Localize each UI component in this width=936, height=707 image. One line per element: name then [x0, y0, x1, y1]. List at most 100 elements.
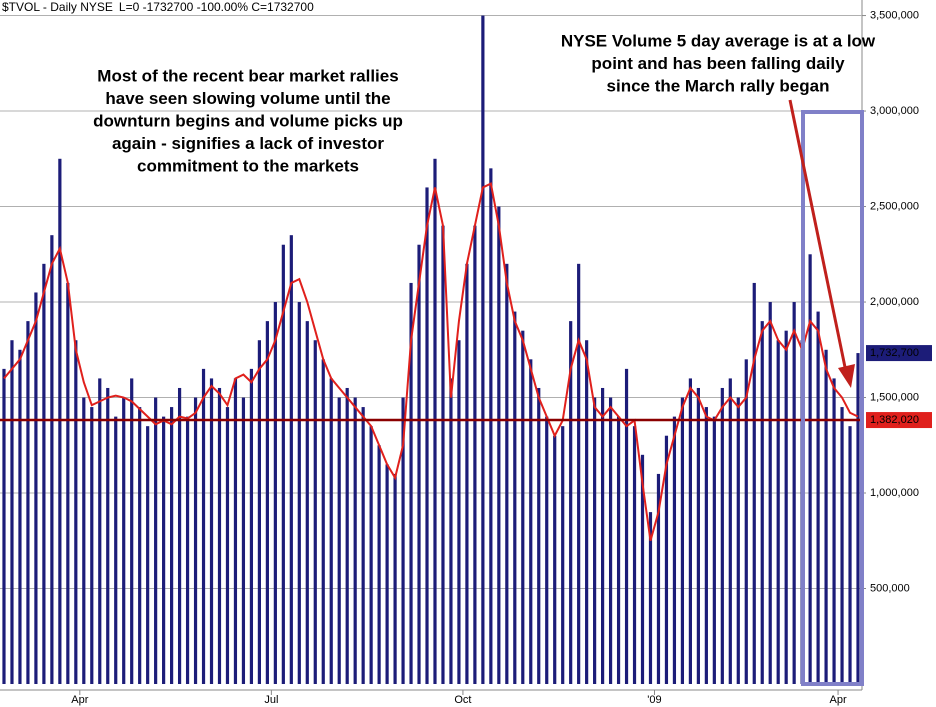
volume-bar [18, 349, 22, 684]
volume-bar [401, 397, 405, 684]
volume-bar [760, 321, 764, 684]
volume-bar [425, 187, 429, 684]
volume-bar [473, 225, 477, 685]
y-tick-label: 1,000,000 [870, 487, 919, 499]
annotation: downturn begins and volume picks up [93, 111, 403, 130]
y-tick-label: 2,000,000 [870, 296, 919, 308]
annotation: Most of the recent bear market rallies [97, 66, 398, 85]
last-value-tag [866, 345, 932, 362]
volume-bar [640, 454, 645, 684]
volume-bar [361, 407, 365, 684]
volume-bar [353, 397, 357, 684]
x-tick-label: Jul [264, 694, 278, 706]
volume-bar [201, 368, 206, 684]
volume-bar [608, 397, 613, 684]
volume-bar [744, 359, 748, 684]
volume-bar [481, 15, 485, 684]
volume-bar [2, 368, 6, 684]
y-tick-label: 2,500,000 [870, 200, 919, 212]
y-tick-label: 3,500,000 [870, 9, 919, 21]
x-tick-label: Oct [454, 694, 471, 706]
volume-bar [680, 397, 685, 684]
volume-bar [74, 340, 78, 684]
volume-bar [305, 321, 309, 684]
y-tick-label: 3,000,000 [870, 105, 919, 117]
volume-bar [832, 378, 836, 684]
arrow-shaft [788, 99, 848, 373]
annotation: NYSE Volume 5 day average is at a low [561, 31, 876, 50]
volume-bar [577, 263, 581, 684]
header-symbol: $TVOL - Daily NYSE [2, 0, 113, 14]
volume-bar [553, 435, 557, 684]
volume-bar [106, 387, 110, 684]
volume-bar [521, 330, 525, 684]
volume-bar [185, 416, 190, 684]
volume-bar [98, 378, 102, 684]
volume-bar [193, 397, 198, 684]
volume-bar [257, 340, 261, 684]
volume-bar [696, 387, 700, 684]
volume-bar [154, 397, 158, 684]
volume-bar [50, 235, 54, 684]
volume-bar [449, 378, 453, 684]
volume-bar [624, 368, 629, 684]
volume-bar [289, 235, 293, 684]
volume-bar [313, 340, 317, 684]
volume-bar [856, 353, 860, 684]
volume-bar [329, 378, 333, 684]
volume-bar [465, 263, 469, 684]
volume-bar [233, 378, 238, 684]
arrow-head [838, 364, 855, 388]
volume-bar [10, 340, 14, 684]
volume-bar [369, 426, 373, 684]
volume-bar [265, 321, 269, 684]
x-tick-label: Apr [71, 694, 88, 706]
reference-tag-label: 1,382,020 [870, 414, 919, 426]
annotation: since the March rally began [607, 76, 830, 95]
volume-bar [42, 263, 46, 684]
volume-bar [704, 407, 708, 684]
volume-bar [712, 416, 716, 684]
volume-bar [720, 387, 724, 684]
volume-bar [433, 158, 437, 685]
volume-bar [409, 282, 413, 684]
volume-bar [441, 225, 445, 685]
volume-bar [170, 407, 174, 684]
volume-bar [26, 321, 30, 684]
volume-bar [34, 292, 38, 684]
volume-bar [457, 340, 461, 684]
volume-bar [688, 378, 692, 684]
volume-bar [417, 244, 421, 684]
volume-bar [385, 464, 389, 684]
volume-bar [776, 340, 780, 684]
volume-bar [561, 426, 565, 684]
volume-bar [808, 254, 812, 685]
volume-bar [601, 387, 605, 684]
annotation: commitment to the markets [137, 156, 359, 175]
volume-bar [656, 473, 661, 684]
volume-bar [736, 397, 740, 684]
volume-bar [321, 359, 325, 684]
volume-bar [632, 426, 637, 684]
volume-bar [529, 359, 533, 684]
volume-bar [537, 387, 541, 684]
volume-bar [337, 397, 341, 684]
volume-bar [545, 416, 549, 684]
volume-bar [114, 416, 118, 684]
volume-bar [297, 302, 301, 684]
volume-bar [672, 416, 677, 684]
x-tick-label: '09 [647, 694, 661, 706]
volume-bar [752, 282, 756, 684]
volume-bar [249, 368, 254, 684]
volume-bar [162, 416, 166, 684]
volume-bar [90, 407, 94, 684]
volume-bar [824, 349, 828, 684]
volume-bar [513, 311, 517, 684]
volume-bar [616, 416, 621, 684]
volume-bar [840, 407, 844, 684]
volume-bar [848, 426, 852, 684]
volume-bar [585, 340, 589, 684]
y-tick-label: 500,000 [870, 582, 910, 594]
volume-bar [58, 158, 62, 685]
volume-bar [281, 244, 285, 684]
